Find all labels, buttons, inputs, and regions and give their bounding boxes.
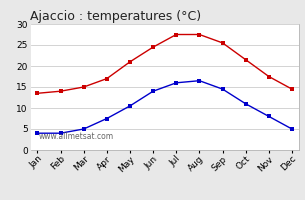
Text: Ajaccio : temperatures (°C): Ajaccio : temperatures (°C) <box>30 10 202 23</box>
Text: www.allmetsat.com: www.allmetsat.com <box>38 132 114 141</box>
